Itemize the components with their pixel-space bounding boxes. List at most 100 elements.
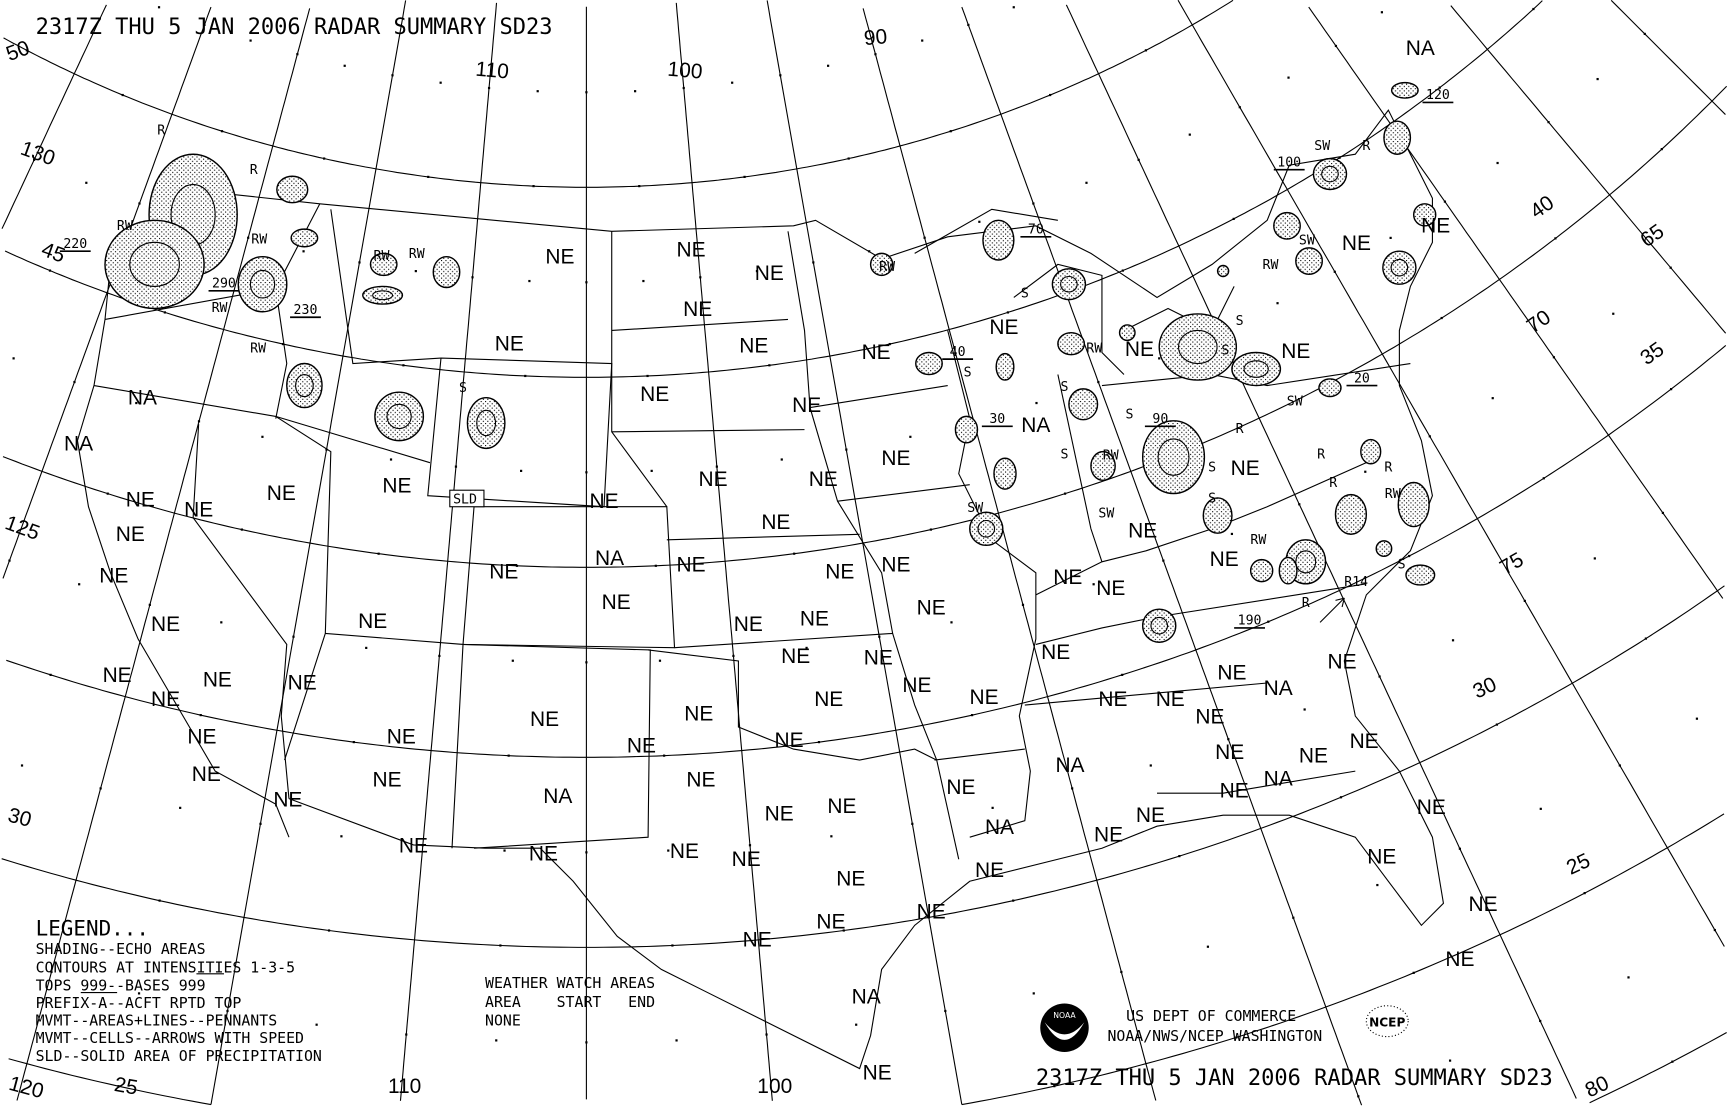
echo-area xyxy=(1397,481,1430,528)
echo-area xyxy=(432,255,461,289)
grid-dot xyxy=(402,364,405,367)
grid-dot xyxy=(1334,44,1338,48)
grid-dot xyxy=(179,806,182,809)
grid-dot xyxy=(731,81,734,84)
state-echo-status: NE xyxy=(699,468,728,491)
grid-dot xyxy=(1206,945,1210,948)
grid-dot xyxy=(1380,11,1384,14)
state-echo-status: NA xyxy=(128,386,157,409)
echo-area xyxy=(1068,388,1099,421)
echo-area xyxy=(290,228,319,248)
grid-dot xyxy=(261,435,264,438)
echo-top-label: 290 xyxy=(212,277,236,292)
grid-dot xyxy=(1230,532,1234,536)
state-echo-status: NE xyxy=(917,597,946,620)
state-echo-status: NE xyxy=(203,668,232,691)
grid-dot xyxy=(1412,971,1415,974)
grid-degree-label: 125 xyxy=(2,511,43,545)
precip-type-label: S xyxy=(1208,460,1216,475)
state-echo-status: NA xyxy=(595,547,624,570)
grid-dot xyxy=(1053,1085,1056,1088)
state-echo-status: NE xyxy=(1041,641,1070,664)
legend-title: LEGEND... xyxy=(36,916,149,940)
grid-dot xyxy=(748,844,752,847)
grid-dot xyxy=(845,448,848,451)
longitude-line xyxy=(1,4,107,229)
state-echo-status: NE xyxy=(126,489,155,512)
longitude-line xyxy=(16,8,311,1101)
grid-dot xyxy=(1120,970,1123,974)
grid-dot xyxy=(1357,1095,1360,1098)
boundary-line xyxy=(611,318,789,332)
state-echo-status: NE xyxy=(683,298,712,321)
grid-dot xyxy=(438,654,441,658)
state-echo-status: NE xyxy=(1156,688,1185,711)
grid-dot xyxy=(78,583,81,586)
watch-columns: AREA START END xyxy=(485,993,655,1011)
echo-top-label: 70 xyxy=(1028,223,1044,238)
grid-dot xyxy=(1303,708,1306,711)
grid-dot xyxy=(471,276,474,279)
legend-line: MVMT--CELLS--ARROWS WITH SPEED xyxy=(36,1029,304,1047)
grid-dot xyxy=(8,559,11,562)
grid-dot xyxy=(439,81,442,84)
state-echo-status: NE xyxy=(99,565,128,588)
grid-dot xyxy=(391,74,394,77)
grid-dot xyxy=(524,374,527,378)
state-echo-status: NE xyxy=(1053,566,1082,589)
grid-dot xyxy=(765,1033,768,1036)
grid-dot xyxy=(1162,559,1165,562)
grid-dot xyxy=(874,53,877,56)
echo-contour xyxy=(386,403,412,430)
echo-area xyxy=(374,391,425,442)
sld-label: SLD xyxy=(453,492,477,507)
echo-top-label: 230 xyxy=(294,303,318,318)
grid-dot xyxy=(352,741,355,744)
echo-area xyxy=(1057,331,1086,356)
grid-dot xyxy=(1523,599,1526,603)
grid-dot xyxy=(1085,181,1088,184)
state-echo-status: NE xyxy=(382,474,411,497)
echo-area xyxy=(969,511,1004,547)
state-echo-status: NE xyxy=(489,560,518,583)
state-echo-status: NE xyxy=(151,613,180,636)
state-echo-status: NE xyxy=(529,842,558,865)
grid-dot xyxy=(805,646,808,650)
precip-type-label: RW xyxy=(250,342,266,357)
latitude-line xyxy=(8,813,1725,1106)
state-echo-status: NE xyxy=(739,335,768,358)
grid-dot xyxy=(1670,388,1673,391)
state-echo-status: NE xyxy=(1469,893,1498,916)
state-echo-status: NE xyxy=(387,726,416,749)
grid-dot xyxy=(1495,723,1499,726)
grid-dot xyxy=(247,236,250,239)
grid-dot xyxy=(33,158,36,161)
echo-area xyxy=(1141,608,1177,643)
grid-dot xyxy=(487,86,491,90)
state-echo-status: NE xyxy=(775,729,804,752)
state-echo-status: NE xyxy=(1136,804,1165,827)
weather-watch: WEATHER WATCH AREAS AREA START END NONE xyxy=(485,974,655,1029)
echo-area xyxy=(1051,268,1087,301)
state-echo-status: NE xyxy=(267,482,296,505)
sld-box: SLD xyxy=(449,489,485,507)
state-echo-status: NE xyxy=(732,848,761,871)
echo-top-label: 30 xyxy=(989,412,1005,427)
grid-dot xyxy=(950,621,953,624)
grid-dot xyxy=(414,270,417,273)
longitude-line xyxy=(1450,5,1727,334)
grid-dot xyxy=(638,185,641,188)
grid-dot xyxy=(495,1039,498,1042)
grid-dot xyxy=(377,552,380,555)
state-echo-status: NA xyxy=(1406,37,1435,60)
agency-block: NOAA US DEPT OF COMMERCE NOAA/NWS/NCEP W… xyxy=(1040,1003,1409,1053)
state-echo-status: NE xyxy=(677,239,706,262)
grid-dot xyxy=(1451,639,1455,642)
precip-type-label: S xyxy=(1398,557,1406,572)
grid-dot xyxy=(1149,764,1152,767)
legend-line: PREFIX-A--ACFT RPTD TOP xyxy=(36,994,242,1012)
echo-area xyxy=(1412,203,1437,227)
grid-dot xyxy=(732,654,735,658)
grid-dot xyxy=(585,1041,588,1044)
